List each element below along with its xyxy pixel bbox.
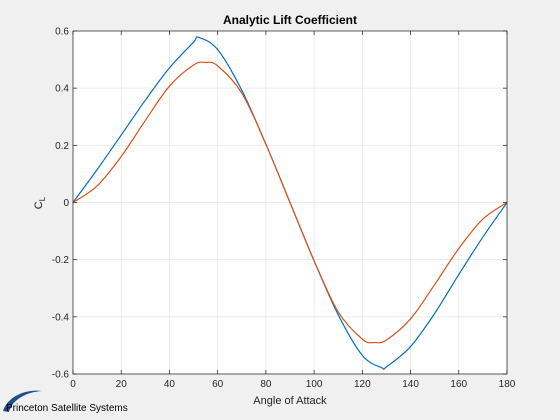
logo-swoosh-icon (3, 390, 42, 412)
x-tick-label: 180 (499, 379, 516, 390)
series-group (72, 36, 508, 370)
y-tick-label: -0.6 (52, 370, 70, 381)
svg-text:CL: CL (33, 196, 47, 209)
y-tick-label: -0.2 (52, 255, 70, 266)
y-tick-label: -0.4 (52, 312, 70, 323)
x-tick-label: 60 (212, 379, 224, 390)
ticks-group: 0 20 40 60 80 100 120 140 160 180 -0.6 -0.4 -0.2 0 0.2… (52, 27, 516, 391)
y-axis-label-subscript: L (38, 196, 47, 201)
x-tick-label: 160 (450, 379, 467, 390)
x-tick-label: 0 (70, 379, 76, 390)
logo-text: Princeton Satellite Systems (6, 403, 128, 414)
series-line-2 (72, 61, 508, 344)
y-tick-label: 0.2 (55, 141, 69, 152)
y-tick-label: 0.4 (55, 84, 69, 95)
x-tick-label: 40 (164, 379, 176, 390)
x-tick-label: 140 (402, 379, 419, 390)
x-tick-label: 120 (354, 379, 371, 390)
y-tick-label: 0.6 (55, 27, 69, 38)
x-axis-label: Angle of Attack (253, 395, 327, 407)
y-tick-label: 0 (63, 198, 69, 209)
x-tick-label: 100 (306, 379, 323, 390)
y-axis-label-group: CL (33, 196, 47, 209)
x-tick-label: 20 (116, 379, 128, 390)
company-logo: Princeton Satellite Systems (3, 390, 128, 414)
y-axis-label: C (33, 201, 45, 209)
x-tick-label: 80 (260, 379, 272, 390)
chart-title: Analytic Lift Coefficient (223, 13, 357, 27)
